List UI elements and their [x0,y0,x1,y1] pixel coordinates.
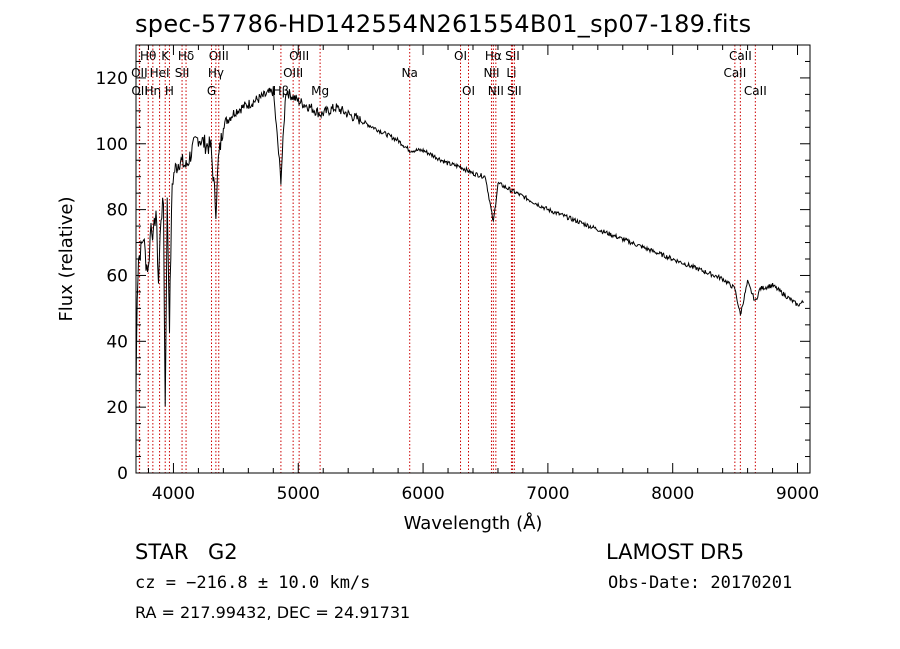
y-tick-label: 20 [106,398,128,418]
survey-name: LAMOST DR5 [606,540,745,564]
chart-title: spec-57786-HD142554N261554B01_sp07-189.f… [135,10,752,38]
line-label: Hδ [178,49,194,63]
line-label: OIII [209,49,229,63]
line-label: G [207,84,216,98]
object-class: STAR [135,540,189,564]
line-label: Hη [145,84,162,98]
line-label: Hα [485,49,502,63]
line-label: Hθ [140,49,156,63]
y-tick-label: 0 [117,464,128,484]
line-label: HeI [150,66,170,80]
line-label: OI [454,49,467,63]
line-label: NII [488,84,504,98]
x-axis-label: Wavelength (Å) [404,512,543,534]
line-label: K [161,49,170,63]
line-label: Mg [311,84,329,98]
line-label: Li [506,66,516,80]
x-tick-label: 9000 [776,484,819,504]
line-label: Na [402,66,418,80]
x-tick-label: 6000 [401,484,444,504]
x-tick-label: 7000 [526,484,569,504]
x-tick-label: 8000 [651,484,694,504]
line-label: H [165,84,174,98]
y-tick-label: 100 [96,135,128,155]
y-axis-label: Flux (relative) [56,196,77,321]
y-tick-label: 40 [106,332,128,352]
spectral-subclass: G2 [208,540,238,564]
y-tick-label: 120 [96,69,128,89]
x-tick-label: 5000 [277,484,320,504]
line-label: Hγ [208,66,224,80]
line-label: SII [505,49,520,63]
ra-dec: RA = 217.99432, DEC = 24.91731 [135,603,411,622]
line-label: OIII [283,66,303,80]
line-label: SII [175,66,190,80]
line-label: CaII [723,66,746,80]
spectrum-line [135,86,805,407]
y-tick-label: 60 [106,266,128,286]
redshift-cz: cz = −216.8 ± 10.0 km/s [135,573,371,593]
line-label: OI [462,84,475,98]
line-label: CaII [744,84,767,98]
line-label: Hβ [273,84,290,98]
line-label: OIII [289,49,309,63]
obs-date: Obs-Date: 20170201 [608,573,793,593]
x-tick-label: 4000 [152,484,195,504]
y-tick-label: 80 [106,201,128,221]
line-label: CaII [729,49,752,63]
line-label: NII [483,66,499,80]
line-label: SII [507,84,522,98]
line-label: OII [131,84,148,98]
